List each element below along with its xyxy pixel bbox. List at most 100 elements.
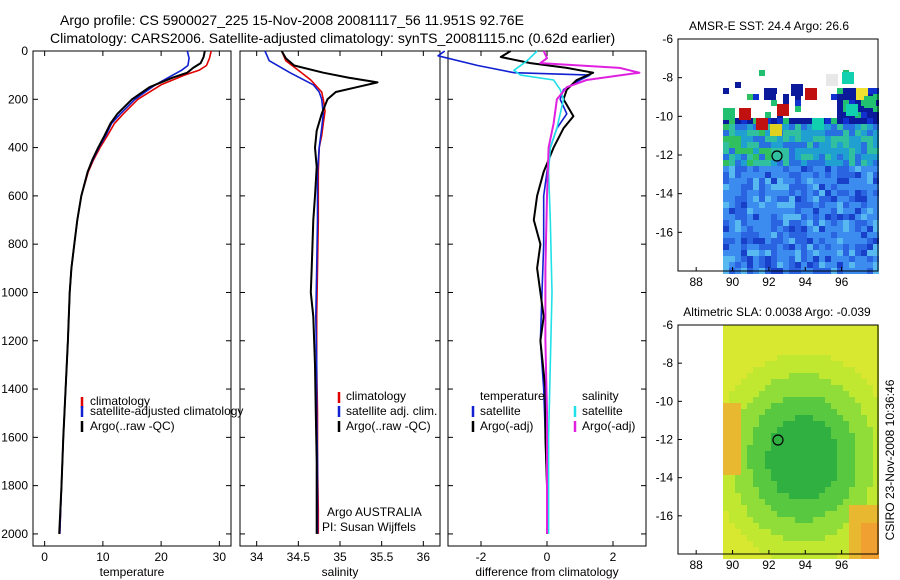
sst-cell bbox=[735, 130, 741, 136]
sst-cell bbox=[765, 256, 771, 262]
sst-cell bbox=[741, 118, 747, 124]
sst-cell bbox=[795, 118, 801, 124]
sla-cell bbox=[825, 517, 831, 523]
sla-cell bbox=[759, 343, 765, 349]
sst-cell bbox=[825, 154, 831, 160]
sst-cell bbox=[867, 262, 873, 268]
sla-cell bbox=[843, 487, 849, 493]
sst-cell bbox=[801, 178, 807, 184]
sla-cell bbox=[837, 451, 843, 457]
sst-cell bbox=[777, 136, 783, 142]
sst-cell bbox=[735, 256, 741, 262]
sla-cell bbox=[789, 343, 795, 349]
sla-cell bbox=[807, 367, 813, 373]
sst-cell bbox=[801, 238, 807, 244]
sla-cell bbox=[825, 337, 831, 343]
sla-cell bbox=[759, 421, 765, 427]
sla-cell bbox=[723, 337, 729, 343]
sla-cell bbox=[759, 331, 765, 337]
sst-cell bbox=[759, 232, 765, 238]
sst-cell bbox=[813, 178, 819, 184]
sla-cell bbox=[873, 385, 879, 391]
sst-cell bbox=[747, 154, 753, 160]
sla-cell bbox=[801, 391, 807, 397]
sla-cell bbox=[741, 409, 747, 415]
sst-cell bbox=[765, 172, 771, 178]
sla-cell bbox=[807, 493, 813, 499]
sla-cell bbox=[855, 529, 861, 535]
sla-cell bbox=[873, 511, 879, 517]
sst-cell bbox=[753, 148, 759, 154]
sla-cell bbox=[873, 361, 879, 367]
sst-cell bbox=[873, 154, 879, 160]
sla-cell bbox=[795, 397, 801, 403]
sst-cell bbox=[807, 136, 813, 142]
sla-cell bbox=[735, 349, 741, 355]
sst-cell bbox=[807, 166, 813, 172]
sla-cell bbox=[861, 523, 867, 529]
sst-cell bbox=[789, 262, 795, 268]
sst-cell bbox=[837, 106, 843, 112]
sst-map-cells bbox=[723, 70, 879, 274]
sst-cell bbox=[765, 196, 771, 202]
sla-cell bbox=[723, 367, 729, 373]
sst-cell bbox=[753, 196, 759, 202]
sla-cell bbox=[855, 553, 861, 559]
sla-cell bbox=[801, 367, 807, 373]
sst-cell bbox=[747, 196, 753, 202]
sla-cell bbox=[789, 469, 795, 475]
csiro-timestamp: CSIRO 23-Nov-2008 10:36:46 bbox=[883, 379, 897, 540]
sla-cell bbox=[789, 367, 795, 373]
sst-cell bbox=[849, 160, 855, 166]
sla-cell bbox=[831, 463, 837, 469]
sst-cell bbox=[801, 244, 807, 250]
sst-cell bbox=[765, 232, 771, 238]
sst-cell bbox=[849, 238, 855, 244]
y-tick-label: 1200 bbox=[1, 334, 28, 348]
sla-cell bbox=[735, 481, 741, 487]
sla-cell bbox=[795, 349, 801, 355]
sla-cell bbox=[843, 541, 849, 547]
sst-cell bbox=[753, 142, 759, 148]
sst-cell bbox=[789, 184, 795, 190]
sla-cell bbox=[741, 427, 747, 433]
sla-cell bbox=[765, 343, 771, 349]
sla-cell bbox=[729, 511, 735, 517]
sst-cell bbox=[813, 130, 819, 136]
sla-cell bbox=[843, 451, 849, 457]
sla-cell bbox=[849, 457, 855, 463]
sla-cell bbox=[837, 445, 843, 451]
sst-cell bbox=[753, 220, 759, 226]
sla-cell bbox=[783, 337, 789, 343]
sst-cell bbox=[867, 106, 873, 112]
sla-cell bbox=[789, 379, 795, 385]
sla-cell bbox=[807, 457, 813, 463]
sla-cell bbox=[765, 415, 771, 421]
sst-cell bbox=[849, 196, 855, 202]
sla-cell bbox=[723, 499, 729, 505]
sst-cell bbox=[771, 184, 777, 190]
sst-cell bbox=[753, 136, 759, 142]
series-line-satellite-adj-clim- bbox=[264, 50, 325, 534]
sla-cell bbox=[867, 487, 873, 493]
sst-cell bbox=[741, 130, 747, 136]
sla-cell bbox=[777, 529, 783, 535]
sla-cell bbox=[753, 409, 759, 415]
sst-cell bbox=[873, 124, 879, 130]
sst-cell bbox=[861, 214, 867, 220]
sla-cell bbox=[837, 427, 843, 433]
y-tick-label: 0 bbox=[21, 44, 28, 58]
sla-cell bbox=[789, 487, 795, 493]
sla-cell bbox=[795, 445, 801, 451]
sla-cell bbox=[861, 349, 867, 355]
sla-cell bbox=[723, 493, 729, 499]
sla-cell bbox=[771, 433, 777, 439]
sla-cell bbox=[867, 547, 873, 553]
sla-cell bbox=[729, 409, 735, 415]
sla-cell bbox=[747, 469, 753, 475]
sst-cell bbox=[789, 238, 795, 244]
sla-cell bbox=[783, 451, 789, 457]
sla-cell bbox=[825, 445, 831, 451]
sst-cell bbox=[771, 250, 777, 256]
sla-cell bbox=[813, 439, 819, 445]
